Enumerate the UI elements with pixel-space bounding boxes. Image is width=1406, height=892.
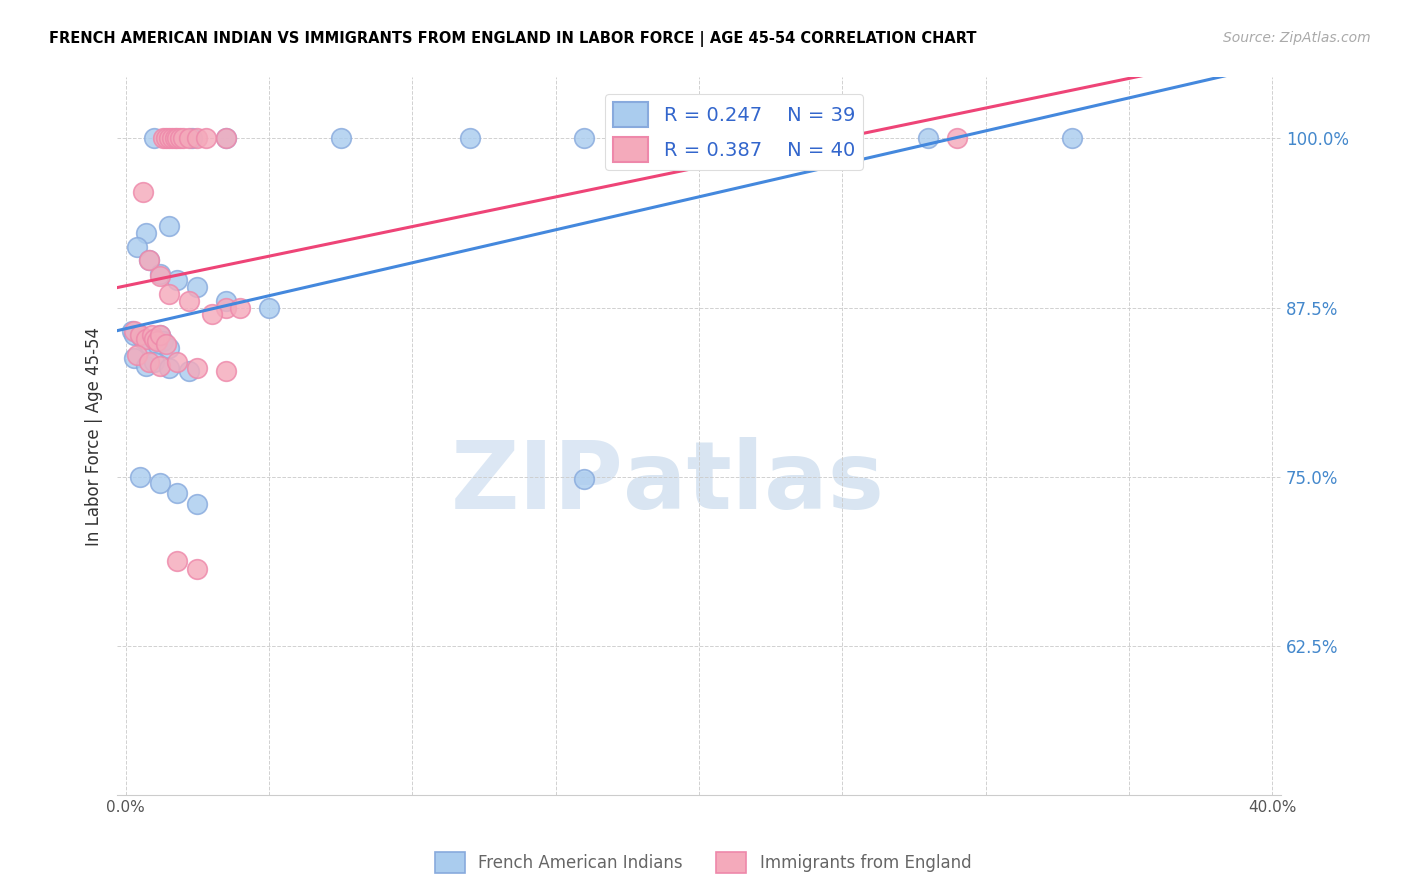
Point	[129, 327, 152, 342]
Text: FRENCH AMERICAN INDIAN VS IMMIGRANTS FROM ENGLAND IN LABOR FORCE | AGE 45-54 COR: FRENCH AMERICAN INDIAN VS IMMIGRANTS FRO…	[49, 31, 977, 47]
Point	[149, 269, 172, 284]
Point	[143, 332, 166, 346]
Point	[155, 337, 177, 351]
Point	[143, 354, 166, 368]
Point	[172, 131, 194, 145]
Point	[143, 332, 166, 346]
Legend: French American Indians, Immigrants from England: French American Indians, Immigrants from…	[429, 846, 977, 880]
Point	[166, 486, 188, 500]
Point	[215, 131, 238, 145]
Point	[574, 472, 596, 486]
Point	[166, 354, 188, 368]
Point	[124, 327, 146, 342]
Point	[186, 497, 208, 511]
Point	[163, 131, 186, 145]
Point	[157, 219, 180, 234]
Point	[157, 287, 180, 301]
Point	[195, 131, 218, 145]
Point	[127, 239, 149, 253]
Text: atlas: atlas	[623, 437, 884, 529]
Point	[215, 131, 238, 145]
Point	[186, 131, 208, 145]
Y-axis label: In Labor Force | Age 45-54: In Labor Force | Age 45-54	[86, 326, 103, 546]
Point	[143, 131, 166, 145]
Point	[166, 553, 188, 567]
Point	[121, 324, 143, 338]
Point	[1060, 131, 1083, 145]
Point	[917, 131, 939, 145]
Point	[135, 359, 157, 373]
Point	[124, 324, 146, 338]
Point	[124, 351, 146, 365]
Point	[177, 293, 200, 308]
Point	[146, 337, 169, 351]
Point	[166, 273, 188, 287]
Point	[166, 131, 188, 145]
Point	[745, 131, 768, 145]
Point	[152, 131, 174, 145]
Point	[201, 307, 224, 321]
Point	[149, 359, 172, 373]
Point	[177, 364, 200, 378]
Point	[138, 253, 160, 268]
Point	[155, 131, 177, 145]
Point	[129, 327, 152, 342]
Point	[132, 332, 155, 346]
Point	[257, 301, 280, 315]
Point	[149, 327, 172, 342]
Point	[132, 186, 155, 200]
Point	[180, 131, 202, 145]
Point	[169, 131, 191, 145]
Point	[149, 476, 172, 491]
Text: Source: ZipAtlas.com: Source: ZipAtlas.com	[1223, 31, 1371, 45]
Point	[186, 562, 208, 576]
Point	[157, 131, 180, 145]
Point	[215, 293, 238, 308]
Point	[215, 301, 238, 315]
Point	[138, 253, 160, 268]
Point	[141, 327, 163, 342]
Legend: R = 0.247    N = 39, R = 0.387    N = 40: R = 0.247 N = 39, R = 0.387 N = 40	[605, 95, 863, 169]
Point	[177, 131, 200, 145]
Point	[574, 131, 596, 145]
Point	[152, 334, 174, 349]
Point	[135, 226, 157, 240]
Point	[157, 341, 180, 355]
Point	[458, 131, 481, 145]
Point	[946, 131, 969, 145]
Point	[149, 327, 172, 342]
Point	[688, 131, 710, 145]
Point	[135, 332, 157, 346]
Point	[329, 131, 352, 145]
Point	[215, 364, 238, 378]
Point	[186, 280, 208, 294]
Point	[160, 131, 183, 145]
Point	[146, 334, 169, 349]
Text: ZIP: ZIP	[450, 437, 623, 529]
Point	[157, 361, 180, 376]
Point	[138, 354, 160, 368]
Point	[186, 361, 208, 376]
Point	[138, 337, 160, 351]
Point	[127, 348, 149, 362]
Point	[129, 469, 152, 483]
Point	[229, 301, 252, 315]
Point	[149, 267, 172, 281]
